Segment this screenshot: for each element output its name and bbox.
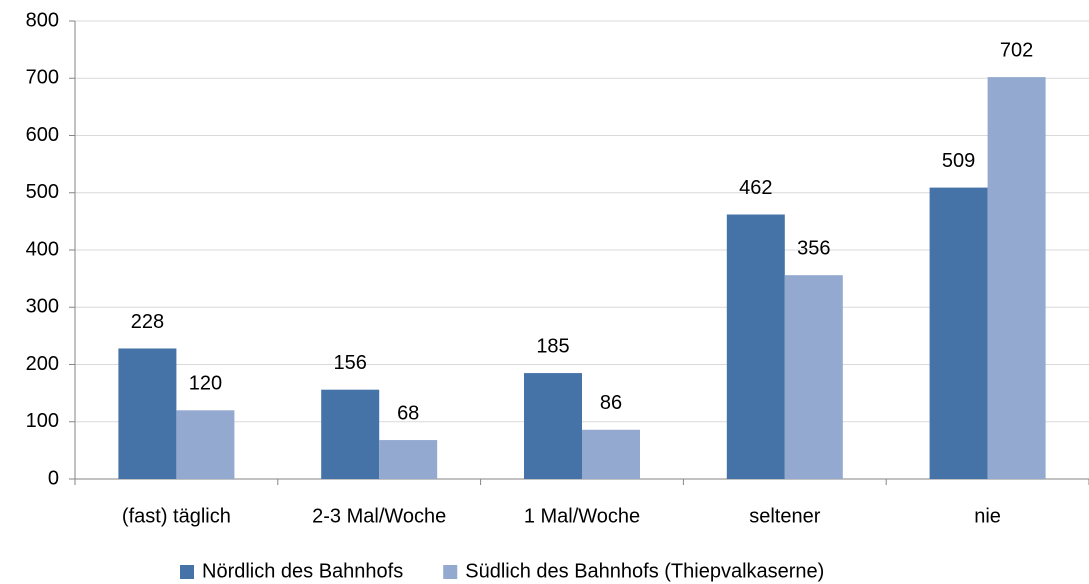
x-tick-label: seltener — [749, 505, 820, 527]
data-label: 185 — [536, 335, 569, 357]
x-tick-label: (fast) täglich — [122, 505, 231, 527]
bar — [321, 389, 380, 479]
x-tick-label: 1 Mal/Woche — [524, 505, 640, 527]
y-tick-label: 0 — [48, 467, 59, 489]
legend-swatch — [443, 565, 458, 579]
bar — [118, 348, 177, 479]
bar — [929, 187, 988, 479]
data-label: 462 — [739, 177, 772, 199]
legend-label: Nördlich des Bahnhofs — [202, 560, 403, 582]
x-tick-label: nie — [974, 505, 1001, 527]
data-label: 86 — [600, 392, 622, 414]
bar — [582, 429, 640, 479]
data-label: 156 — [334, 352, 367, 374]
y-tick-label: 500 — [26, 181, 59, 203]
x-tick-label: 2-3 Mal/Woche — [312, 505, 446, 527]
data-label: 228 — [131, 311, 164, 333]
bar — [379, 440, 438, 479]
y-tick-label: 600 — [26, 124, 59, 146]
bar — [524, 373, 582, 479]
legend-label: Südlich des Bahnhofs (Thiepvalkaserne) — [465, 560, 824, 582]
data-label: 120 — [189, 373, 222, 395]
y-tick-label: 200 — [26, 353, 59, 375]
data-label: 356 — [797, 237, 830, 259]
bar — [726, 214, 785, 479]
data-label: 68 — [397, 402, 419, 424]
legend-swatch — [180, 565, 194, 579]
y-tick-label: 100 — [26, 410, 59, 432]
y-tick-label: 400 — [26, 238, 59, 260]
y-tick-label: 300 — [26, 296, 59, 318]
y-tick-label: 700 — [26, 67, 59, 89]
bar — [176, 410, 235, 479]
bar — [987, 77, 1046, 479]
bar — [784, 275, 843, 479]
y-tick-label: 800 — [26, 9, 59, 31]
data-label: 509 — [942, 150, 975, 172]
data-label: 702 — [1000, 39, 1033, 61]
